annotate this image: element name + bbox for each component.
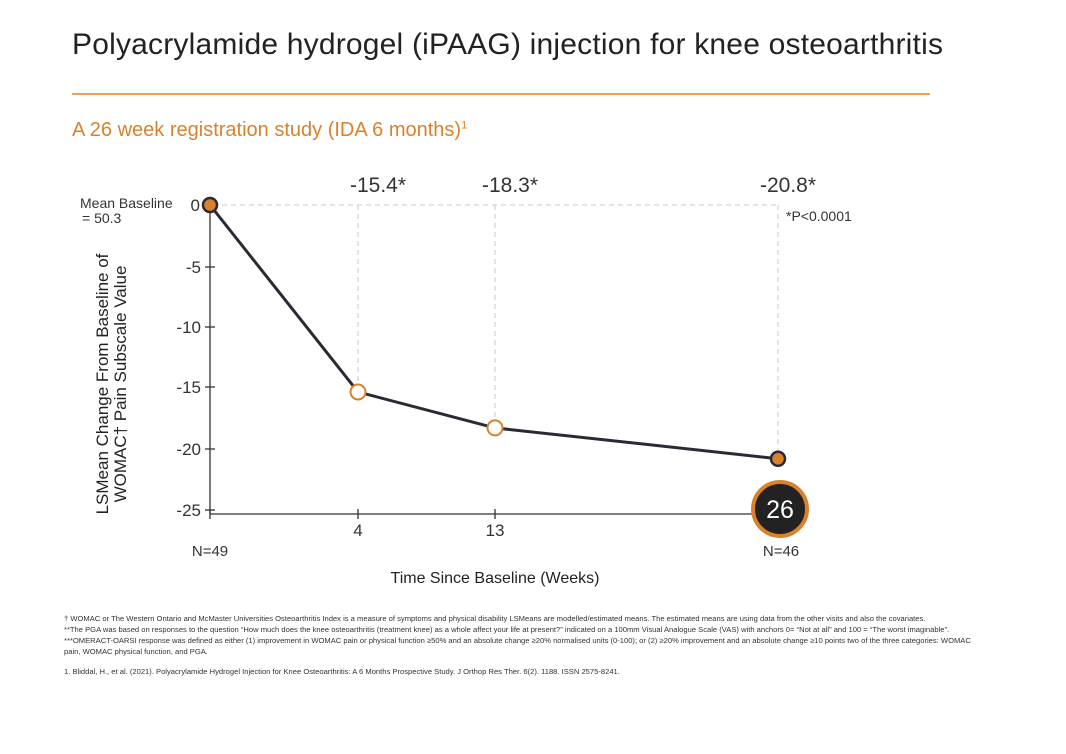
y-tick-label: -25 xyxy=(176,501,201,520)
title-divider xyxy=(72,93,930,95)
page-subtitle: A 26 week registration study (IDA 6 mont… xyxy=(72,119,467,142)
n-start-label: N=49 xyxy=(192,543,228,560)
y-tick-label: 0 xyxy=(191,196,200,215)
data-point xyxy=(349,383,367,401)
footnote-pga: **The PGA was based on responses to the … xyxy=(64,625,950,634)
y-axis-title-line1: LSMean Change From Baseline of xyxy=(93,253,112,514)
subtitle-reference-marker: 1 xyxy=(461,119,468,132)
data-point xyxy=(201,196,219,214)
footnote-womac: † WOMAC or The Western Ontario and McMas… xyxy=(64,614,926,623)
footnote-reference: 1. Bliddal, H., et al. (2021). Polyacryl… xyxy=(64,667,620,676)
y-axis-ticks: 0 -5 -10 -15 -20 -25 xyxy=(176,196,215,520)
y-tick-label: -20 xyxy=(176,440,201,459)
footnote-omeract: ***OMERACT-OARSI response was defined as… xyxy=(64,636,971,656)
data-point xyxy=(769,450,787,468)
y-axis-title-line2: WOMAC† Pain Subscale Value xyxy=(111,266,130,503)
data-point xyxy=(486,419,504,437)
series-line xyxy=(208,204,779,461)
y-tick-label: -5 xyxy=(186,258,201,277)
value-label-week-26: -20.8* xyxy=(760,174,816,197)
final-week-badge xyxy=(751,480,809,538)
n-end-label: N=46 xyxy=(763,543,799,560)
significance-note: *P<0.0001 xyxy=(786,208,852,224)
data-points xyxy=(201,196,787,468)
subtitle-text: A 26 week registration study (IDA 6 mont… xyxy=(72,119,462,141)
baseline-label-line1: Mean Baseline xyxy=(80,195,173,211)
x-tick-label: 4 xyxy=(353,521,362,540)
value-label-week-4: -15.4* xyxy=(350,174,406,197)
baseline-label-line2: = 50.3 xyxy=(82,210,122,226)
y-tick-label: -15 xyxy=(176,378,201,397)
page-title: Polyacrylamide hydrogel (iPAAG) injectio… xyxy=(72,28,944,61)
womac-pain-chart: 0 -5 -10 -15 -20 -25 4 13 -15.4* -18.3* -20.8*… xyxy=(80,174,852,587)
footnotes: † WOMAC or The Western Ontario and McMas… xyxy=(64,613,984,677)
y-tick-label: -10 xyxy=(176,318,201,337)
guide-lines xyxy=(222,204,780,451)
value-label-week-13: -18.3* xyxy=(482,174,538,197)
x-axis-title: Time Since Baseline (Weeks) xyxy=(391,570,600,587)
final-week-label: 26 xyxy=(766,496,794,524)
x-tick-label: 13 xyxy=(486,521,505,540)
